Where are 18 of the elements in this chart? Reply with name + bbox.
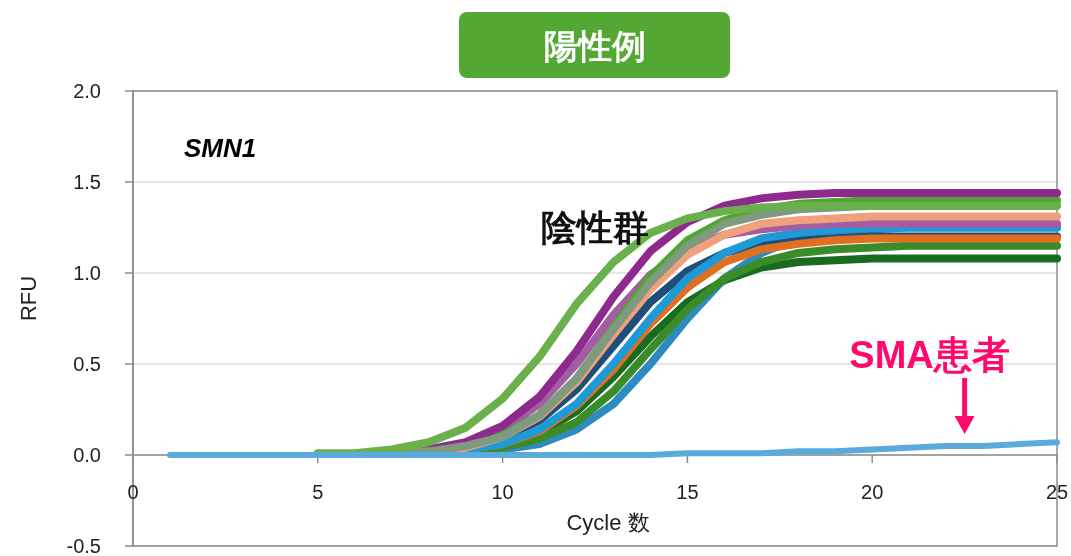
- x-tick-label: 25: [1045, 481, 1069, 503]
- y-tick-label: 1.5: [73, 171, 101, 193]
- y-tick-label: 0.0: [73, 444, 101, 466]
- annotation: SMN1: [183, 133, 257, 163]
- x-tick-label: 10: [491, 481, 514, 503]
- x-axis-title: Cycle 数: [566, 510, 650, 535]
- y-tick-label: 1.0: [73, 262, 101, 284]
- y-tick-label: 2.0: [73, 80, 101, 102]
- x-tick-label: 20: [861, 481, 884, 503]
- y-tick-label: -0.5: [66, 535, 101, 556]
- y-axis-title: RFU: [16, 275, 41, 322]
- x-tick-label: 5: [312, 481, 324, 503]
- annotation: SMA患者: [849, 333, 1010, 376]
- annotation: 陰性群: [541, 207, 649, 248]
- chart-title: 陽性例: [543, 27, 646, 65]
- x-tick-label: 15: [676, 481, 699, 503]
- x-tick-label: 0: [127, 481, 139, 503]
- y-tick-label: 0.5: [73, 353, 101, 375]
